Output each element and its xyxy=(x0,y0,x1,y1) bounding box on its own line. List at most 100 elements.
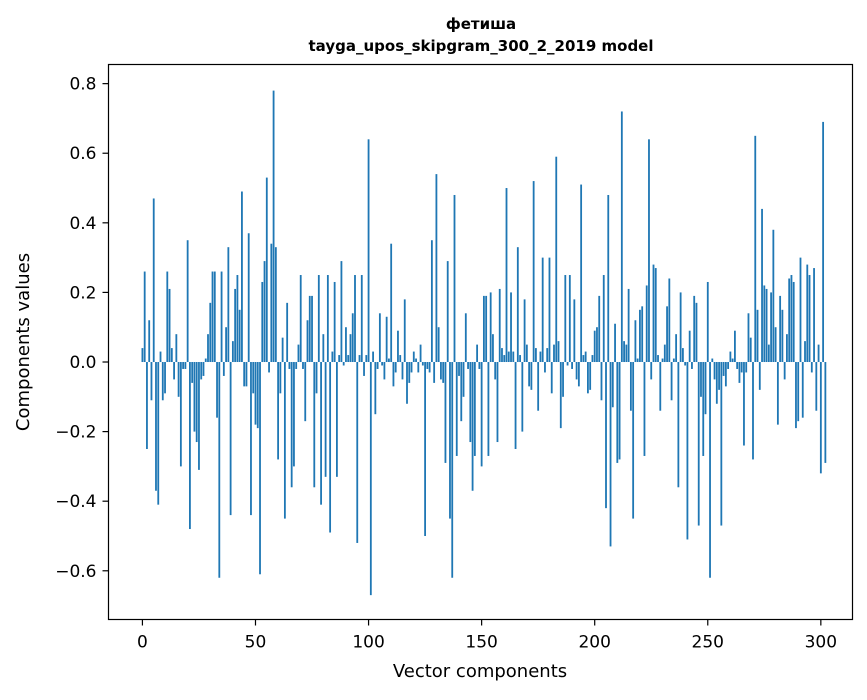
bar xyxy=(670,362,673,401)
bar xyxy=(403,299,406,362)
bar xyxy=(412,351,415,363)
bar xyxy=(559,362,562,429)
bar xyxy=(424,362,426,536)
bar xyxy=(250,362,252,516)
bar xyxy=(207,334,209,363)
bar xyxy=(209,302,212,362)
bar xyxy=(218,362,221,578)
bar xyxy=(720,362,723,526)
bar xyxy=(763,285,766,363)
bar xyxy=(761,208,763,362)
bar xyxy=(211,271,214,363)
bar xyxy=(471,362,474,491)
bar xyxy=(388,358,390,363)
y-axis: 0.8 0.6 0.4 0.2 0.0 −0.2 −0.4 −0.6 xyxy=(55,75,109,582)
bar xyxy=(304,362,307,422)
bar xyxy=(446,261,449,363)
bar xyxy=(661,358,664,363)
bar xyxy=(177,362,180,397)
bar xyxy=(198,362,200,470)
y-axis-label: Components values xyxy=(13,253,34,431)
bar xyxy=(643,362,646,456)
bar xyxy=(159,351,162,363)
bar xyxy=(584,351,587,363)
bar xyxy=(555,156,558,363)
bar xyxy=(697,362,700,526)
bar xyxy=(797,362,800,422)
bar xyxy=(541,257,544,363)
bar xyxy=(415,358,417,363)
bar xyxy=(256,362,259,429)
bar xyxy=(808,275,811,363)
bar xyxy=(593,330,596,363)
bar xyxy=(602,275,605,363)
bar xyxy=(679,292,682,363)
bar xyxy=(627,288,630,363)
bar xyxy=(473,362,476,456)
bar xyxy=(331,351,334,363)
bar xyxy=(693,295,696,362)
bar xyxy=(666,306,668,362)
bar xyxy=(166,271,169,363)
bar xyxy=(381,362,384,366)
bar xyxy=(345,327,347,363)
bar xyxy=(801,362,804,418)
bar xyxy=(277,362,280,460)
bar xyxy=(609,362,612,547)
bar xyxy=(311,295,313,362)
bar xyxy=(426,362,429,369)
bar xyxy=(813,268,815,363)
bar xyxy=(351,313,354,362)
bar xyxy=(516,247,519,363)
bar xyxy=(765,288,768,363)
bar xyxy=(252,362,255,394)
bar xyxy=(430,240,433,363)
bar xyxy=(727,362,730,369)
bar xyxy=(589,362,592,390)
bar xyxy=(652,264,655,363)
bar xyxy=(729,351,732,363)
bar xyxy=(401,362,404,380)
bar xyxy=(577,362,580,387)
bar xyxy=(243,362,246,387)
bar xyxy=(442,362,445,383)
bar xyxy=(293,362,295,467)
bar xyxy=(539,351,542,363)
bar xyxy=(433,362,436,383)
bar xyxy=(657,355,659,363)
bar xyxy=(216,362,218,418)
bar xyxy=(632,362,635,519)
bar xyxy=(521,362,524,432)
plot-frame xyxy=(107,63,854,621)
bar xyxy=(496,362,499,443)
bar xyxy=(265,177,268,363)
bar xyxy=(229,362,232,516)
bar xyxy=(498,288,501,363)
chart-title-line-1: фетиша xyxy=(446,15,516,33)
bar xyxy=(817,344,820,363)
bar xyxy=(367,139,370,363)
bar xyxy=(399,355,402,363)
bar xyxy=(231,341,234,363)
bar xyxy=(290,362,293,488)
bar xyxy=(702,362,705,456)
bar xyxy=(417,362,420,373)
bar xyxy=(620,111,623,362)
bar xyxy=(537,362,540,411)
bar xyxy=(528,362,531,387)
bar xyxy=(571,362,573,369)
bar xyxy=(392,362,395,387)
bar xyxy=(369,362,372,596)
bar xyxy=(795,362,797,429)
bar xyxy=(605,362,607,509)
bar xyxy=(734,330,736,363)
bar xyxy=(573,299,576,362)
bar xyxy=(236,275,239,363)
bar xyxy=(336,362,338,477)
bar xyxy=(566,362,569,366)
bar xyxy=(743,362,745,446)
bar xyxy=(220,271,223,363)
bar xyxy=(512,351,515,363)
x-tick-label: 0 xyxy=(137,633,148,653)
